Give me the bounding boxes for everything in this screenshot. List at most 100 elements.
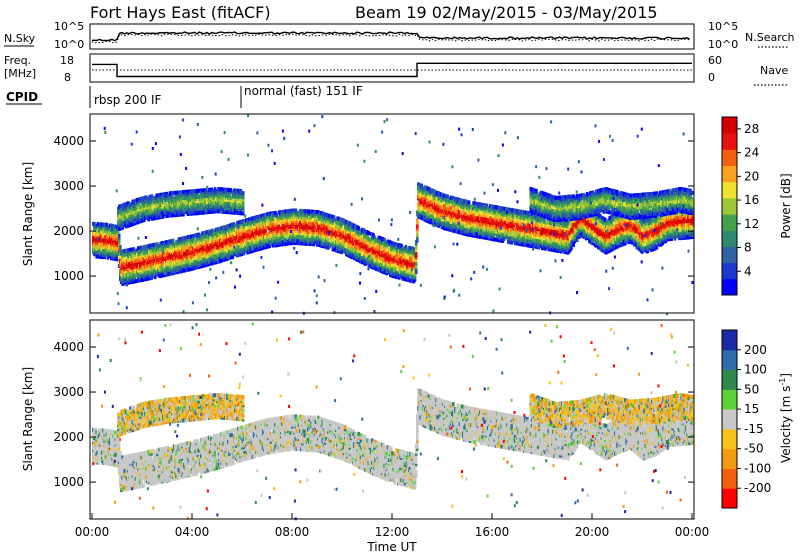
scatter-cell: [414, 264, 418, 269]
scatter-cell: [413, 273, 417, 278]
scatter-cell: [513, 214, 517, 219]
scatter-cell: [185, 245, 188, 250]
scatter-cell: [485, 203, 489, 208]
scatter-cell: [414, 256, 418, 260]
scatter-cell: [117, 233, 121, 238]
scatter-cell: [173, 264, 176, 269]
scatter-cell: [398, 265, 401, 270]
scatter-cell: [189, 246, 193, 251]
scatter-cell: [366, 234, 370, 239]
scatter-cell: [124, 281, 128, 286]
scatter-cell: [188, 267, 192, 272]
scatter-cell: [326, 213, 329, 218]
scatter-cell: [456, 227, 460, 232]
nsearch-tick-bottom: 10^0: [708, 38, 738, 51]
scatter-cell: [292, 208, 295, 213]
cpid-panel: CPID rbsp 200 IF normal (fast) 151 IF: [6, 84, 363, 108]
scatter-cell: [112, 240, 115, 245]
scatter-cell: [247, 242, 250, 246]
scatter-cell: [432, 211, 436, 216]
scatter-cell: [189, 234, 193, 239]
scatter-cell: [201, 264, 204, 268]
scatter-cell: [313, 238, 317, 243]
scatter-cell: [191, 250, 194, 255]
scatter-cell: [426, 208, 429, 213]
scatter-cell: [240, 221, 244, 226]
scatter-cell: [404, 245, 408, 249]
scatter-cell: [383, 237, 386, 242]
scatter-cell: [292, 224, 295, 229]
scatter-cell: [372, 233, 375, 238]
scatter-cell: [483, 215, 487, 220]
scatter-cell: [169, 241, 173, 246]
scatter-cell: [113, 224, 116, 229]
scatter-cell: [499, 218, 502, 223]
scatter-cell: [254, 248, 257, 253]
scatter-cell: [193, 256, 196, 260]
scatter-cell: [527, 211, 530, 216]
scatter-cell: [144, 244, 148, 249]
scatter-cell: [363, 233, 366, 237]
scatter-cell: [108, 239, 112, 244]
scatter-cell: [297, 231, 301, 236]
scatter-cell: [311, 209, 314, 214]
nsky-tick-bottom: 10^0: [54, 38, 84, 51]
scatter-cell: [500, 230, 503, 235]
scatter-cell: [358, 242, 362, 247]
scatter-cell: [102, 226, 105, 231]
scatter-cell: [193, 241, 196, 246]
scatter-cell: [220, 254, 223, 259]
scatter-cell: [368, 251, 372, 256]
scatter-cell: [233, 232, 237, 236]
scatter-cell: [327, 241, 330, 246]
scatter-cell: [455, 217, 458, 222]
scatter-cell: [345, 242, 348, 247]
nsky-tick-top: 10^5: [54, 20, 84, 33]
scatter-cell: [189, 254, 193, 259]
scatter-cell: [267, 226, 271, 231]
scatter-cell: [218, 226, 221, 231]
scatter-cell: [400, 243, 403, 248]
scatter-cell: [446, 194, 449, 199]
scatter-cell: [246, 246, 249, 251]
scatter-cell: [490, 204, 493, 209]
nsky-trace: [91, 31, 690, 42]
scatter-cell: [396, 269, 400, 274]
scatter-cell: [211, 261, 214, 266]
scatter-cell: [105, 222, 109, 227]
scatter-cell: [492, 204, 496, 209]
scatter-cell: [290, 235, 293, 239]
scatter-cell: [299, 221, 302, 225]
scatter-cell: [405, 247, 409, 252]
scatter-cell: [300, 223, 303, 228]
nsky-panel: N.Sky 10^5 10^0 10^5 10^0 N.Search: [4, 20, 795, 51]
scatter-cell: [189, 252, 193, 257]
freq-panel: Freq. [MHz] 18 8 60 0 Nave: [4, 53, 788, 86]
freq-frame: [89, 53, 695, 83]
scatter-cell: [522, 210, 526, 215]
scatter-cell: [264, 227, 267, 231]
cpid-segment-1: rbsp 200 IF: [94, 93, 161, 107]
scatter-cell: [459, 198, 463, 203]
scatter-cell: [220, 234, 223, 239]
scatter-cell: [452, 196, 455, 201]
scatter-cell: [207, 248, 211, 252]
plot-title: Fort Hays East (fitACF): [90, 3, 271, 22]
scatter-cell: [124, 252, 128, 257]
scatter-cell: [497, 205, 500, 210]
freq-label-line1: Freq.: [4, 54, 31, 67]
scatter-cell: [438, 204, 442, 209]
scatter-cell: [470, 204, 473, 209]
scatter-cell: [457, 209, 461, 214]
scatter-cell: [526, 239, 529, 244]
scatter-cell: [494, 237, 498, 242]
scatter-cell: [419, 213, 422, 218]
scatter-cell: [132, 265, 136, 270]
scatter-cell: [457, 197, 461, 202]
scatter-cell: [403, 267, 407, 271]
scatter-cell: [117, 239, 121, 244]
scatter-cell: [231, 255, 235, 259]
scatter-cell: [228, 225, 231, 230]
scatter-cell: [132, 247, 136, 252]
